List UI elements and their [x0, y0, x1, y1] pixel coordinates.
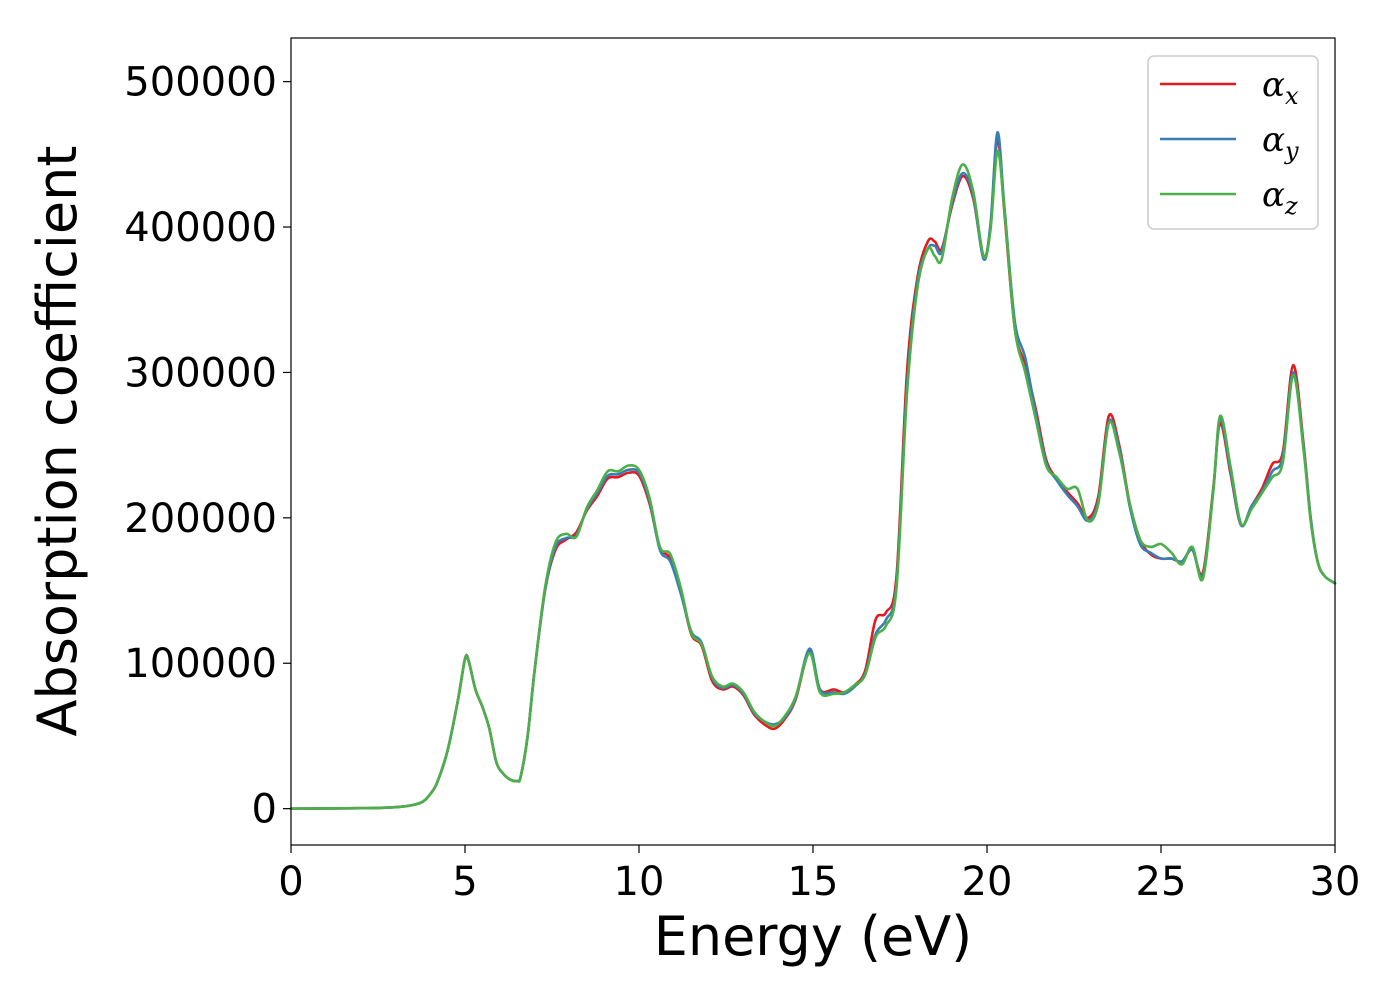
legend-label-alpha-z: αz	[1262, 175, 1298, 220]
y-tick-label: 200000	[124, 496, 277, 542]
x-axis-title: Energy (eV)	[654, 905, 973, 968]
legend-box	[1147, 55, 1319, 230]
y-axis-title: Absorption coefficient	[26, 146, 89, 737]
x-tick-label: 25	[1136, 859, 1187, 905]
y-tick-label: 400000	[124, 205, 277, 251]
series-layer	[289, 131, 1337, 810]
series-line-alpha-z	[289, 150, 1337, 810]
x-tick-label: 10	[614, 859, 665, 905]
y-tick-label: 0	[252, 787, 277, 833]
x-tick-label: 5	[452, 859, 477, 905]
legend: αx αy αz	[1147, 55, 1319, 230]
x-tick-label: 30	[1310, 859, 1361, 905]
legend-label-alpha-y: αy	[1262, 120, 1299, 165]
x-ticks: 0 5 10 15 20 25 30	[278, 845, 1360, 905]
x-tick-label: 20	[962, 859, 1013, 905]
x-tick-label: 0	[278, 859, 303, 905]
x-tick-label: 15	[788, 859, 839, 905]
legend-label-alpha-x: αx	[1262, 65, 1299, 110]
y-tick-label: 500000	[124, 60, 277, 106]
y-ticks: 0 100000 200000 300000 400000 500000	[124, 60, 291, 833]
y-tick-label: 100000	[124, 641, 277, 687]
y-tick-label: 300000	[124, 350, 277, 396]
